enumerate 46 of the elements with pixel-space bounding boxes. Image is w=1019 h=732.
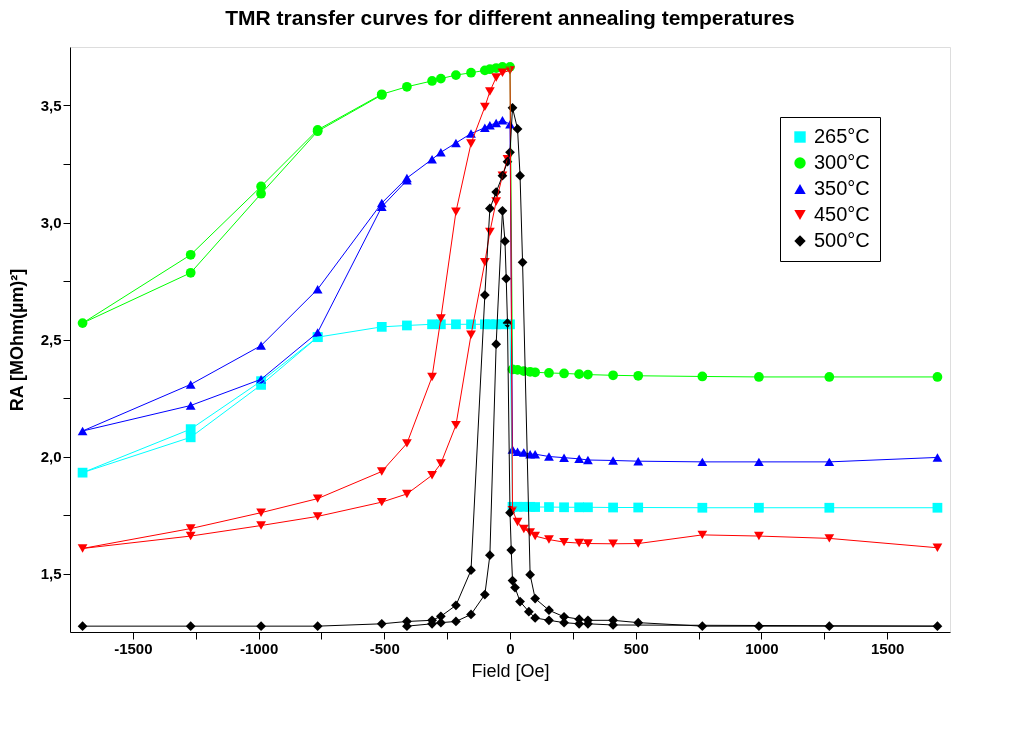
x-tick-label: -1500 [114, 639, 153, 657]
chart-title: TMR transfer curves for different annealing temperatures [225, 6, 795, 29]
point [376, 321, 387, 332]
point [497, 205, 508, 216]
legend-label: 265°C [814, 125, 870, 147]
point [451, 319, 461, 330]
point [185, 380, 196, 389]
y-tick-label: 3,5 [40, 97, 62, 114]
legend-label: 450°C [814, 203, 870, 225]
point [256, 508, 266, 517]
legend-label: 500°C [814, 229, 870, 251]
point [77, 544, 88, 553]
point [185, 401, 196, 410]
x-tick-label: 1000 [745, 639, 779, 657]
y-axis-title: RA [MOhm(µm)²] [6, 268, 27, 412]
x-tick-label: -500 [369, 639, 400, 657]
point [824, 502, 835, 513]
x-tick-label: 1500 [870, 639, 905, 657]
point [633, 539, 644, 548]
point [608, 456, 618, 465]
point [427, 319, 437, 330]
point [932, 502, 943, 513]
x-tick-label: 500 [623, 639, 649, 657]
legend-label: 350°C [814, 177, 870, 199]
point [574, 502, 585, 513]
point [559, 453, 569, 462]
y-tick-label: 1,5 [40, 565, 62, 582]
point [824, 534, 835, 543]
legend-label: 300°C [814, 151, 870, 173]
y-tick-label: 2,0 [40, 448, 62, 465]
x-axis-title: Field [Oe] [471, 660, 550, 681]
y-tick-label: 3,0 [40, 214, 62, 231]
point [256, 521, 266, 530]
point [77, 621, 88, 632]
x-tick-label: -1000 [239, 639, 279, 657]
x-tick-label: 0 [506, 639, 515, 657]
point [697, 502, 708, 513]
point [185, 524, 196, 533]
y-tick-label: 2,5 [40, 331, 62, 348]
point [754, 502, 764, 513]
point [583, 539, 593, 548]
point [544, 452, 554, 461]
point [559, 502, 569, 513]
point [544, 535, 554, 544]
point [932, 453, 943, 462]
point [312, 494, 323, 503]
